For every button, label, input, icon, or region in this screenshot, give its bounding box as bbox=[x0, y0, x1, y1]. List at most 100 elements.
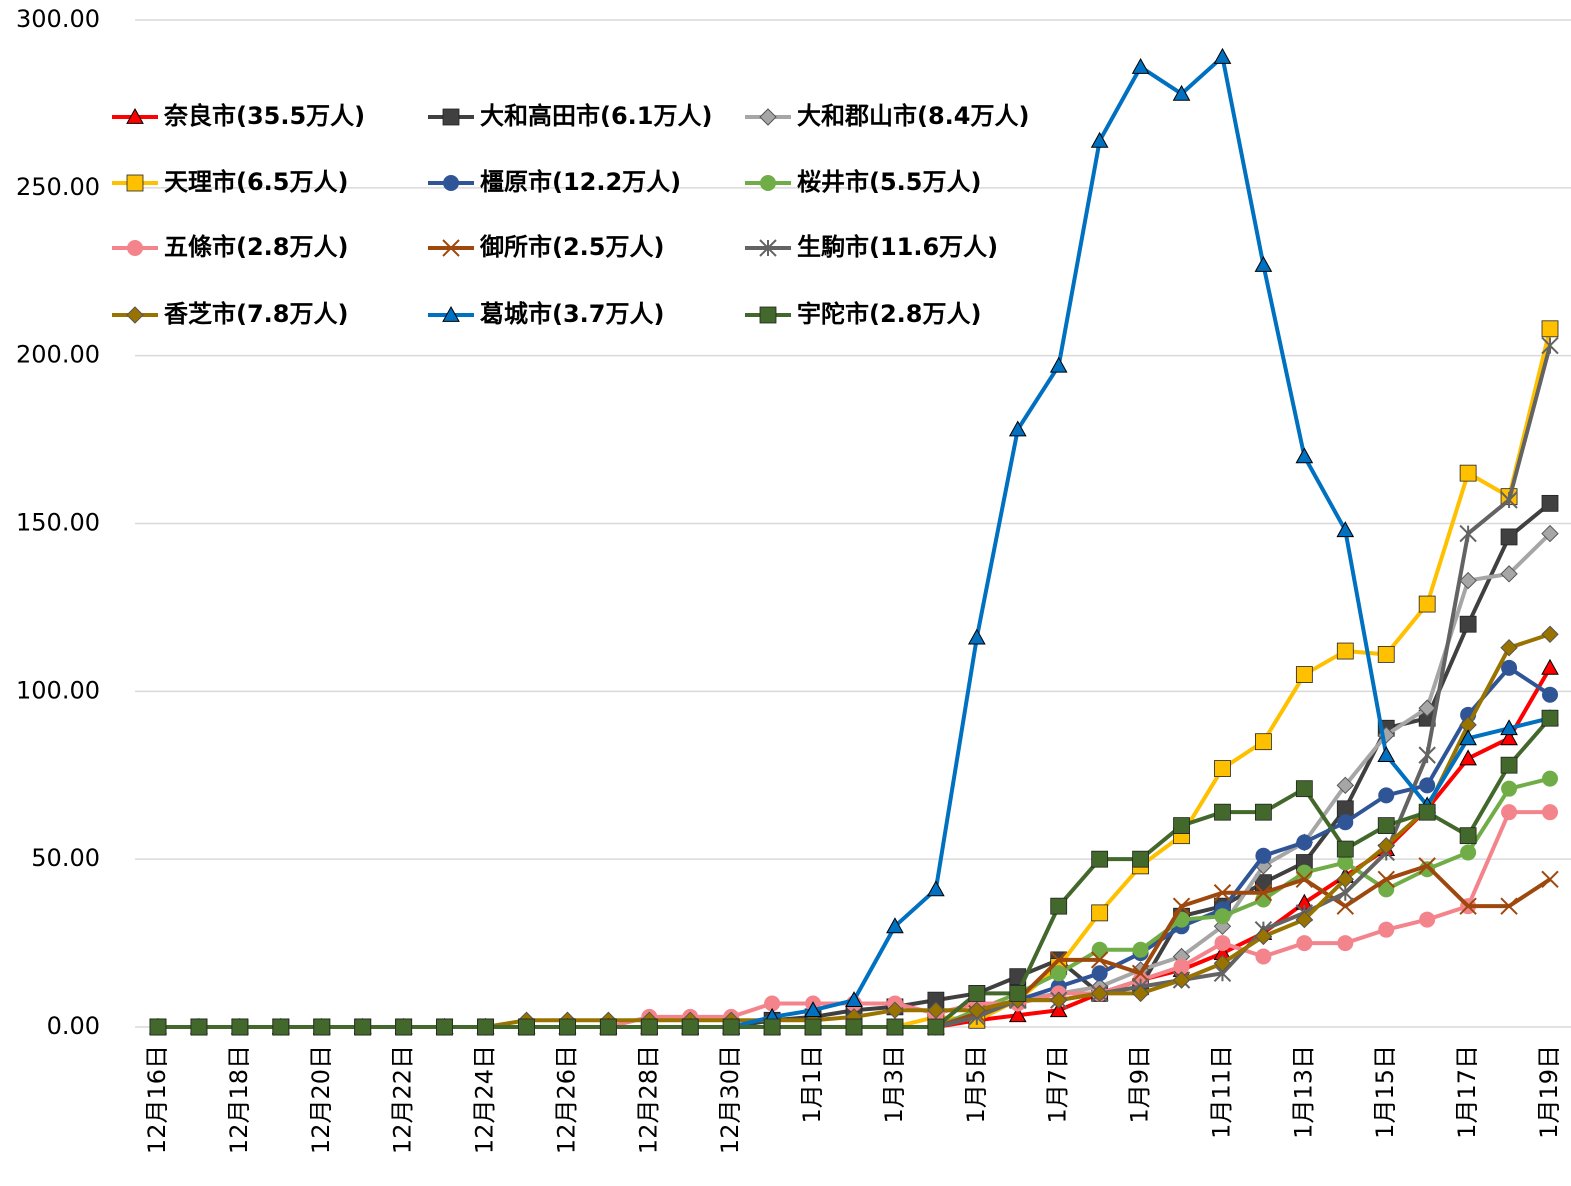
point bbox=[886, 1018, 904, 1036]
point bbox=[1377, 646, 1395, 663]
point bbox=[1459, 571, 1477, 590]
point bbox=[967, 628, 986, 645]
point bbox=[968, 985, 986, 1002]
legend-label: 大和高田市(6.1万人) bbox=[480, 102, 712, 130]
legend-item: 大和郡山市(8.4万人) bbox=[745, 102, 1029, 130]
legend-item: 生駒市(11.6万人) bbox=[745, 233, 998, 261]
point bbox=[1377, 870, 1395, 889]
point bbox=[1378, 881, 1395, 898]
point bbox=[1131, 984, 1150, 1003]
legend-item: 御所市(2.5万人) bbox=[428, 233, 664, 261]
point bbox=[927, 880, 945, 897]
point bbox=[1255, 803, 1272, 821]
point bbox=[1008, 420, 1027, 437]
point bbox=[722, 1018, 740, 1036]
point bbox=[1542, 804, 1558, 821]
point bbox=[764, 995, 781, 1012]
point bbox=[1500, 638, 1518, 657]
legend-label: 生駒市(11.6万人) bbox=[797, 233, 998, 261]
legend-label: 御所市(2.5万人) bbox=[479, 233, 664, 261]
point bbox=[1214, 935, 1231, 952]
point bbox=[599, 1018, 617, 1036]
point bbox=[1050, 965, 1067, 982]
series-line bbox=[158, 532, 1552, 1029]
point bbox=[1500, 719, 1518, 736]
point bbox=[1090, 131, 1109, 148]
point bbox=[1090, 951, 1109, 969]
legend-label: 天理市(6.5万人) bbox=[164, 168, 348, 196]
legend-marker bbox=[442, 239, 460, 257]
legend-item: 葛城市(3.7万人) bbox=[428, 300, 664, 328]
point bbox=[436, 1018, 453, 1036]
point bbox=[845, 1018, 863, 1036]
point bbox=[1336, 897, 1354, 915]
series-line bbox=[158, 345, 1552, 1029]
point bbox=[354, 1018, 372, 1036]
point bbox=[1378, 787, 1395, 804]
x-tick-label: 1月9日 bbox=[1126, 1045, 1154, 1124]
point bbox=[1295, 780, 1313, 798]
point bbox=[1172, 971, 1191, 989]
point bbox=[1255, 847, 1272, 864]
x-tick-label: 1月5日 bbox=[962, 1045, 990, 1124]
legend-marker bbox=[127, 240, 143, 256]
point bbox=[1418, 746, 1436, 764]
series bbox=[149, 494, 1559, 1036]
point bbox=[927, 1018, 945, 1036]
point bbox=[395, 1018, 413, 1036]
point bbox=[1337, 854, 1354, 871]
point bbox=[1009, 985, 1027, 1002]
point bbox=[886, 1001, 904, 1019]
point bbox=[1254, 884, 1273, 902]
point bbox=[1091, 904, 1109, 922]
point bbox=[1541, 524, 1559, 543]
point bbox=[313, 1018, 331, 1036]
point bbox=[681, 1018, 699, 1036]
x-tick-label: 1月19日 bbox=[1535, 1045, 1563, 1139]
legend-marker bbox=[442, 305, 460, 322]
legend-marker bbox=[760, 175, 776, 191]
point bbox=[1172, 84, 1191, 101]
legend-marker bbox=[759, 306, 777, 324]
point bbox=[968, 1001, 986, 1019]
point bbox=[640, 1018, 658, 1036]
x-tick-label: 1月15日 bbox=[1371, 1045, 1399, 1139]
legend-marker bbox=[126, 174, 144, 192]
point bbox=[1542, 686, 1558, 703]
point bbox=[1173, 817, 1190, 834]
legend-marker bbox=[126, 107, 144, 124]
point bbox=[1337, 935, 1354, 952]
legend-label: 橿原市(12.2万人) bbox=[480, 168, 681, 196]
x-tick-label: 1月3日 bbox=[880, 1045, 908, 1124]
x-tick-label: 12月18日 bbox=[225, 1045, 253, 1154]
point bbox=[1295, 870, 1314, 889]
point bbox=[1459, 615, 1477, 633]
series bbox=[149, 524, 1559, 1036]
point bbox=[1500, 729, 1518, 746]
point bbox=[1541, 320, 1559, 338]
x-tick-label: 1月7日 bbox=[1044, 1045, 1072, 1124]
point bbox=[804, 1001, 822, 1018]
point bbox=[1418, 595, 1436, 613]
point bbox=[1131, 964, 1150, 983]
point bbox=[1295, 910, 1314, 929]
x-tick-label: 12月22日 bbox=[389, 1045, 417, 1154]
series bbox=[149, 709, 1559, 1036]
legend-item: 奈良市(35.5万人) bbox=[112, 102, 365, 130]
point bbox=[1049, 1001, 1068, 1018]
point bbox=[1213, 884, 1232, 902]
x-tick-label: 1月11日 bbox=[1207, 1045, 1235, 1139]
legend-item: 橿原市(12.2万人) bbox=[428, 168, 681, 196]
point bbox=[1542, 770, 1558, 787]
x-tick-label: 12月26日 bbox=[552, 1045, 580, 1154]
point bbox=[1418, 699, 1436, 717]
point bbox=[1501, 780, 1518, 797]
x-tick-label: 12月24日 bbox=[471, 1045, 499, 1154]
point bbox=[1336, 776, 1355, 795]
point bbox=[518, 1018, 535, 1036]
point bbox=[559, 1018, 576, 1036]
legend-marker bbox=[443, 175, 459, 191]
point bbox=[763, 1018, 781, 1036]
point bbox=[1213, 954, 1232, 972]
